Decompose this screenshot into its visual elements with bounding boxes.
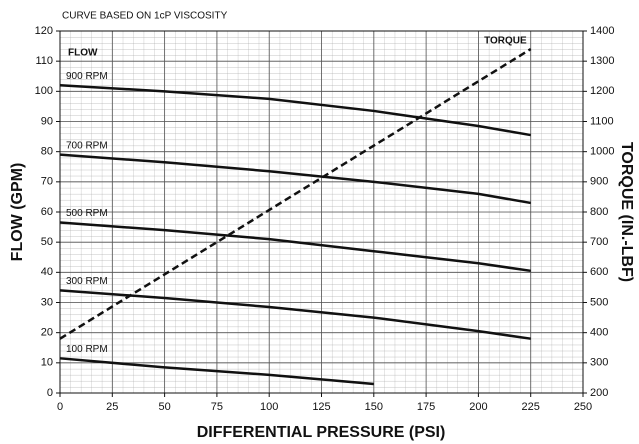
y-tick-label: 100 <box>35 85 53 97</box>
y2-tick-label: 800 <box>590 206 608 218</box>
y-axis-title: FLOW (GPM) <box>9 163 26 262</box>
y2-tick-label: 400 <box>590 327 608 339</box>
x-axis-title: DIFFERENTIAL PRESSURE (PSI) <box>197 424 446 441</box>
series-label: 300 RPM <box>66 276 108 287</box>
y-tick-label: 50 <box>41 236 53 248</box>
y-tick-label: 80 <box>41 146 53 158</box>
series-label: 100 RPM <box>66 344 108 355</box>
y2-tick-label: 600 <box>590 266 608 278</box>
y-tick-label: 60 <box>41 206 53 218</box>
subtitle: CURVE BASED ON 1cP VISCOSITY <box>62 11 228 22</box>
y-tick-label: 90 <box>41 115 53 127</box>
y2-tick-label: 900 <box>590 176 608 188</box>
series-line <box>59 289 531 340</box>
y2-tick-label: 1300 <box>590 55 614 67</box>
y-tick-label: 0 <box>47 387 53 399</box>
x-tick-label: 225 <box>522 401 540 413</box>
y2-tick-label: 1200 <box>590 85 614 97</box>
y2-tick-label: 700 <box>590 236 608 248</box>
y-tick-label: 120 <box>35 25 53 37</box>
y2-axis-title: TORQUE (IN.-LBF) <box>618 142 635 282</box>
y2-tick-label: 1400 <box>590 25 614 37</box>
x-tick-label: 0 <box>57 401 63 413</box>
x-tick-label: 125 <box>312 401 330 413</box>
series-label: TORQUE <box>484 36 527 47</box>
x-tick-label: 100 <box>260 401 278 413</box>
y-tick-label: 40 <box>41 266 53 278</box>
series-label: 500 RPM <box>66 208 108 219</box>
series-line <box>59 84 531 137</box>
series-label: 900 RPM <box>66 71 108 82</box>
y2-tick-label: 500 <box>590 296 608 308</box>
x-tick-label: 25 <box>106 401 118 413</box>
y2-tick-label: 300 <box>590 357 608 369</box>
annotation: FLOW <box>68 48 98 59</box>
x-tick-label: 175 <box>417 401 435 413</box>
x-tick-label: 50 <box>158 401 170 413</box>
series-label: 700 RPM <box>66 140 108 151</box>
y-tick-label: 30 <box>41 296 53 308</box>
y-tick-label: 20 <box>41 327 53 339</box>
x-tick-label: 150 <box>365 401 383 413</box>
series-line <box>59 221 531 273</box>
y-tick-label: 110 <box>35 55 53 67</box>
series-line <box>59 48 532 340</box>
x-tick-label: 75 <box>211 401 223 413</box>
y2-tick-label: 200 <box>590 387 608 399</box>
y-tick-label: 70 <box>41 176 53 188</box>
series-line <box>59 153 531 205</box>
x-tick-label: 200 <box>469 401 487 413</box>
series-line <box>59 357 374 386</box>
x-tick-label: 250 <box>574 401 592 413</box>
y2-tick-label: 1000 <box>590 146 614 158</box>
y-tick-label: 10 <box>41 357 53 369</box>
y2-tick-label: 1100 <box>590 115 614 127</box>
